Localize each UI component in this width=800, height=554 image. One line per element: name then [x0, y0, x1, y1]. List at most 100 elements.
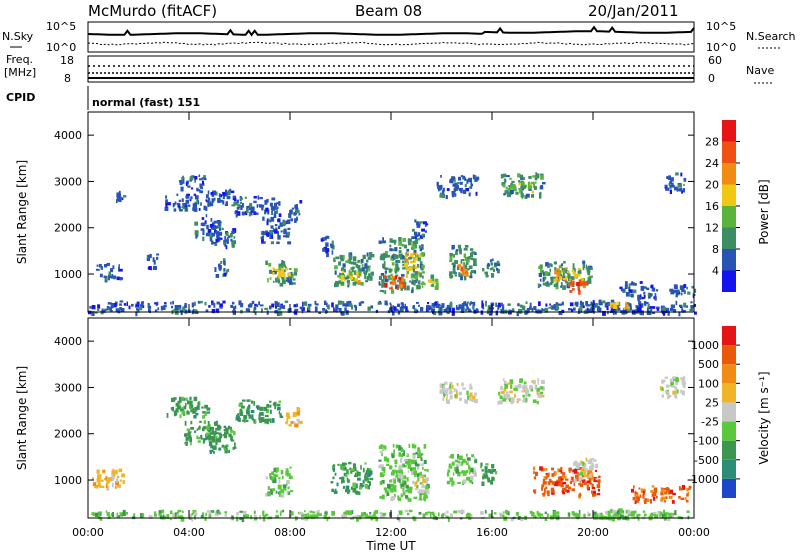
power-cell: [136, 308, 138, 311]
velocity-cell: [172, 406, 175, 412]
power-cell: [289, 209, 293, 215]
power-cell: [338, 272, 342, 277]
velocity-cell: [410, 459, 415, 465]
power-cell: [517, 173, 520, 178]
power-cell: [211, 308, 216, 314]
power-cell: [505, 186, 508, 189]
velocity-cell: [561, 490, 564, 493]
velocity-cell: [633, 485, 635, 489]
velocity-cell: [466, 457, 471, 461]
velocity-cell: [597, 479, 601, 484]
power-cell: [625, 303, 628, 309]
velocity-cell: [539, 466, 543, 471]
power-cell: [684, 305, 689, 308]
power-cell: [214, 267, 217, 272]
velocity-cell: [582, 461, 585, 466]
power-cell: [106, 305, 110, 311]
velocity-cell: [189, 400, 193, 406]
velocity-cell: [661, 387, 664, 392]
velocity-cell: [379, 472, 384, 477]
power-cell: [455, 249, 459, 252]
power-cell: [518, 188, 522, 191]
power-cell: [496, 260, 500, 264]
power-cell: [394, 242, 396, 245]
velocity-cell: [455, 459, 459, 463]
velocity-cell: [397, 478, 400, 482]
power-cell: [119, 300, 124, 303]
power-cell: [532, 175, 536, 178]
velocity-cell: [205, 512, 207, 516]
power-cell: [693, 288, 697, 293]
power-cell: [640, 303, 644, 308]
power-cell: [383, 275, 388, 278]
velocity-cell: [565, 484, 569, 488]
power-cell: [91, 305, 96, 310]
power-cell: [349, 274, 353, 280]
power-cell: [384, 277, 388, 280]
velocity-cell: [365, 476, 367, 482]
velocity-cell: [207, 421, 210, 426]
velocity-cell: [299, 420, 303, 424]
velocity-cell: [121, 473, 126, 478]
velocity-y-axis-label: Slant Range [km]: [15, 366, 29, 470]
velocity-cell: [587, 473, 590, 477]
power-cell: [416, 301, 419, 304]
velocity-cell: [420, 463, 424, 466]
velocity-cell: [211, 435, 215, 441]
power-cell: [211, 222, 215, 225]
velocity-cell: [398, 510, 402, 514]
velocity-cell: [209, 432, 213, 435]
power-cell: [510, 309, 513, 313]
velocity-cell: [579, 477, 582, 481]
power-cell: [276, 206, 279, 209]
power-cell: [489, 306, 492, 311]
power-cell: [577, 268, 582, 271]
velocity-cell: [176, 405, 180, 410]
velocity-cell: [413, 517, 417, 522]
velocity-cell: [591, 465, 594, 471]
velocity-cell: [266, 403, 269, 408]
power-cell: [564, 267, 568, 270]
velocity-cell: [398, 464, 403, 469]
velocity-cell: [407, 470, 410, 473]
power-cell: [326, 302, 328, 307]
power-cell: [384, 253, 388, 256]
power-cell: [254, 311, 257, 316]
power-cell: [549, 282, 553, 286]
velocity-cell: [578, 473, 582, 476]
power-cell: [274, 301, 278, 306]
power-cell: [256, 204, 259, 208]
velocity-cell: [230, 439, 235, 442]
power-cell: [213, 303, 216, 308]
power-cell: [218, 227, 221, 232]
power-cell: [540, 175, 544, 180]
power-cell: [259, 304, 264, 307]
power-cell: [270, 216, 275, 221]
velocity-cell: [551, 473, 555, 477]
velocity-cell: [658, 511, 662, 516]
velocity-cell: [277, 491, 280, 495]
velocity-cell: [667, 394, 670, 400]
power-cell: [629, 303, 632, 308]
noise-sky-trace: [87, 25, 695, 37]
velocity-cell: [454, 394, 457, 398]
velocity-cell: [324, 512, 328, 515]
power-cell: [421, 252, 425, 257]
velocity-cell: [383, 456, 387, 462]
velocity-cell: [499, 395, 503, 400]
power-cell: [235, 213, 238, 218]
power-cell: [370, 271, 374, 276]
velocity-cell: [453, 510, 458, 514]
power-cell: [390, 289, 395, 294]
velocity-region-1: [92, 468, 126, 491]
power-cell: [211, 302, 215, 306]
power-cell: [461, 259, 465, 262]
velocity-cell: [389, 465, 393, 469]
power-cell: [189, 198, 192, 202]
velocity-cell: [663, 488, 667, 491]
power-cell: [213, 197, 216, 201]
power-cell: [338, 261, 342, 266]
velocity-cell: [199, 420, 202, 423]
power-cell: [353, 270, 357, 275]
power-cell: [140, 301, 144, 307]
